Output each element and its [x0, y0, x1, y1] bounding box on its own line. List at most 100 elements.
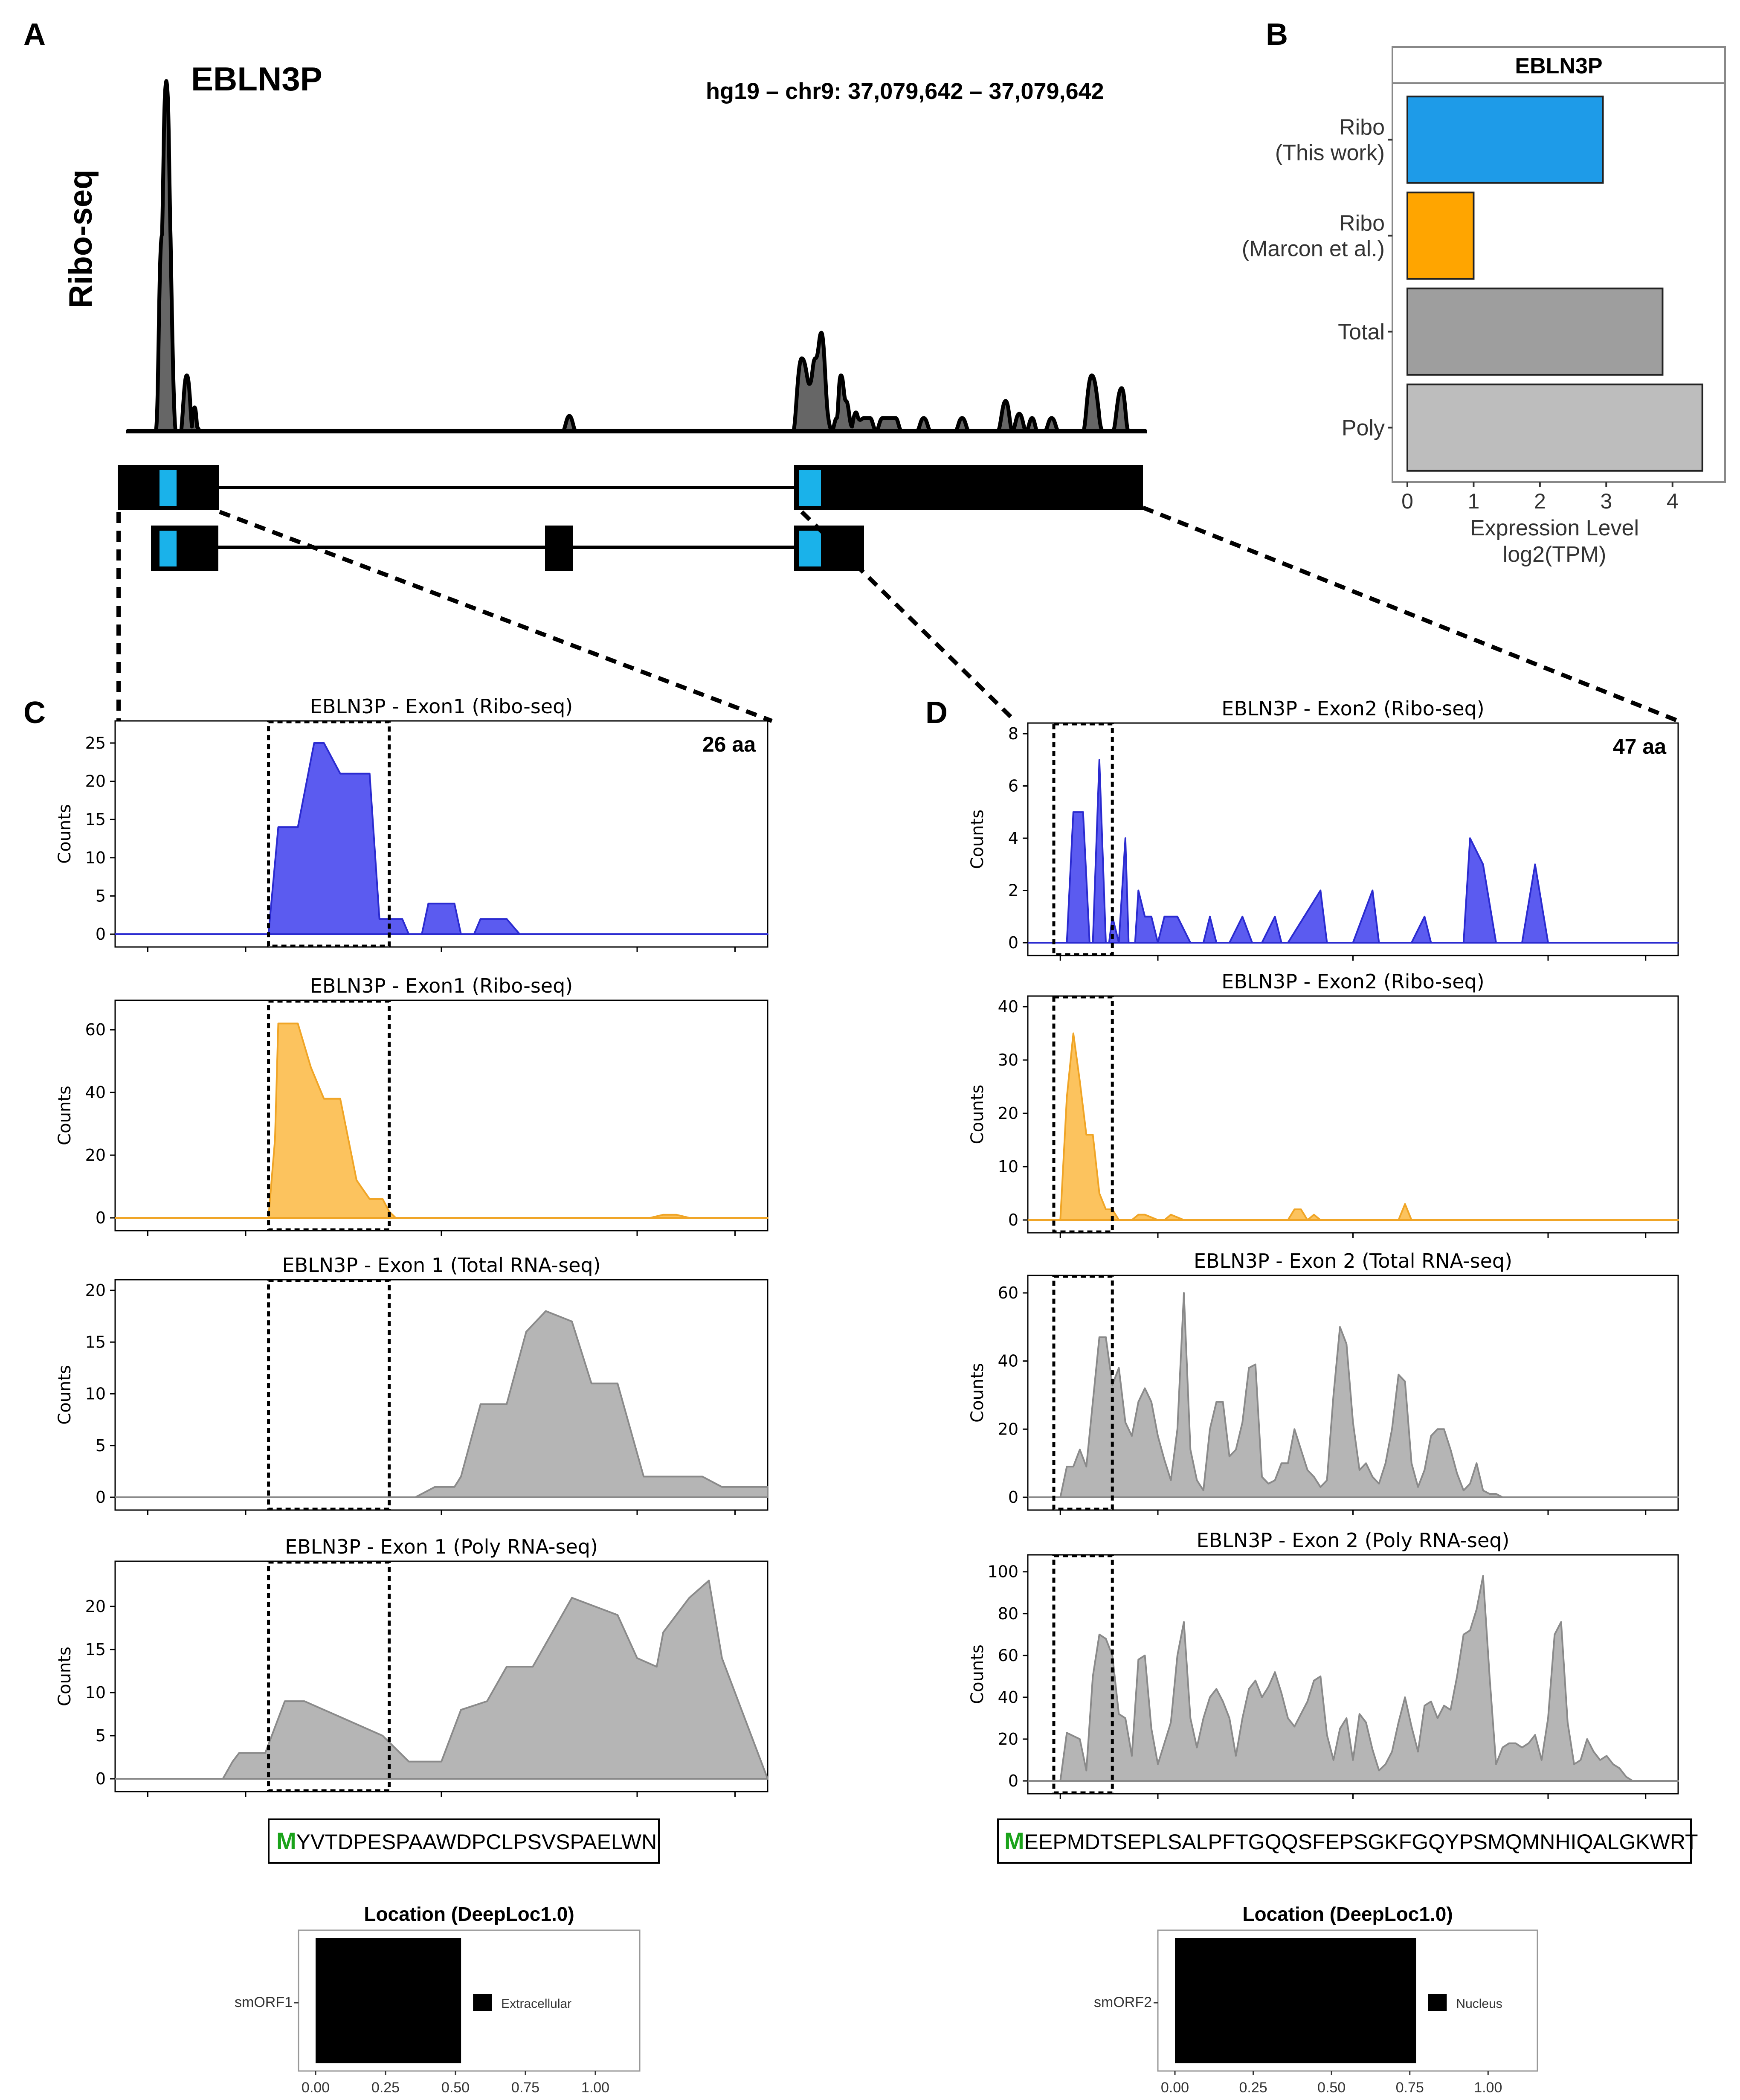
ylabel-d1: Counts: [968, 810, 987, 869]
sequence-box-c-frame: [268, 1818, 660, 1864]
ytick-label-c1: 20: [85, 772, 106, 791]
ytick-label-d1: 2: [1008, 881, 1018, 900]
orf-region-box-c2: [267, 999, 391, 1232]
ytick-label-c4: 15: [85, 1640, 106, 1659]
transcript-2-exon-middle: [545, 526, 573, 571]
ytick-label-d2: 0: [1008, 1211, 1018, 1229]
ytick-label-c2: 60: [85, 1020, 106, 1039]
ytick-label-d2: 30: [998, 1051, 1018, 1069]
ytick-label-d3: 20: [998, 1420, 1018, 1438]
transcript-2-model: [151, 526, 864, 571]
deeploc-location-charts: Location (DeepLoc1.0) smORF1 Extracellular…: [235, 1903, 1538, 2096]
transcript-2-orf-1: [160, 531, 177, 566]
ytick-label-d1: 8: [1008, 724, 1018, 743]
location-title: Location (DeepLoc1.0): [364, 1903, 574, 1925]
zoom-connectors: [116, 505, 1679, 723]
ytick-label-d3: 0: [1008, 1488, 1018, 1507]
orf-region-box-d3: [1052, 1275, 1114, 1511]
location-legend-label: Extracellular: [501, 1997, 571, 2011]
orf-region-box-c4: [267, 1560, 391, 1792]
chart-title-d3: EBLN3P - Exon 2 (Total RNA-seq): [1194, 1249, 1512, 1272]
sequence-c-residues: YVTDPESPAAWDPCLPSVSPAELWN: [296, 1830, 657, 1854]
ytick-label-d3: 60: [998, 1284, 1018, 1302]
panel-a-ylabel: Ribo-seq: [63, 169, 99, 308]
ytick-label-d1: 0: [1008, 933, 1018, 952]
zoom-line-d-left: [800, 510, 1017, 723]
ytick-label-c4: 5: [96, 1726, 106, 1745]
zoom-line-c-right: [219, 510, 773, 723]
location-legend-swatch: [1428, 1994, 1447, 2011]
coverage-area-c2: [114, 1022, 768, 1219]
ytick-label-c3: 20: [85, 1281, 106, 1300]
sequence-d-residues: EEPMDTSEPLSALPFTGQQSFEPSGKFGQYPSMQMNHIQA…: [1024, 1830, 1698, 1854]
area-chart-c4: EBLN3P - Exon 1 (Poly RNA-seq) 0 5 10 15 20 Co…: [55, 1535, 768, 1797]
ytick-label-c4: 20: [85, 1597, 106, 1616]
ytick-label-c1: 5: [96, 886, 106, 905]
panel-b-title: EBLN3P: [1515, 54, 1602, 78]
panel-letter-c: C: [23, 696, 46, 730]
ytick-label-c1: 15: [85, 810, 106, 829]
chart-title-c2: EBLN3P - Exon1 (Ribo-seq): [310, 974, 573, 997]
location-xtick-label: 0.75: [1396, 2080, 1424, 2096]
panel-b-bar-1: [1406, 192, 1475, 280]
panel-letter-d: D: [925, 696, 948, 730]
coverage-area-c4: [114, 1580, 768, 1780]
area-chart-d2: EBLN3P - Exon2 (Ribo-seq) 0 10 20 30 40 Counts: [968, 970, 1679, 1238]
panel-b-xtick-label: 1: [1468, 489, 1480, 513]
location-category-label: smORF2: [1094, 1994, 1152, 2010]
zoom-line-d-right: [1142, 505, 1679, 723]
ytick-label-d2: 20: [998, 1104, 1018, 1123]
coverage-area-d4: [1027, 1575, 1679, 1782]
panel-b-xtick-label: 4: [1667, 489, 1679, 513]
transcript-1-model: [118, 465, 1143, 510]
ytick-label-c2: 0: [96, 1208, 106, 1227]
ylabel-d3: Counts: [968, 1363, 987, 1423]
ytick-label-c3: 5: [96, 1436, 106, 1455]
chart-title-d4: EBLN3P - Exon 2 (Poly RNA-seq): [1197, 1529, 1510, 1552]
panel-b-category-label-1: Ribo: [1339, 211, 1385, 236]
chart-title-c4: EBLN3P - Exon 1 (Poly RNA-seq): [285, 1535, 598, 1558]
transcript-1-orf-2: [799, 470, 821, 506]
chart-frame-c3: [114, 1279, 768, 1511]
orf-length-annotation-c1: 26 aa: [702, 732, 756, 756]
coverage-area-c3: [114, 1310, 768, 1498]
panel-b-category-label-3: Poly: [1342, 416, 1385, 441]
ylabel-c4: Counts: [55, 1647, 75, 1706]
location-xtick-label: 1.00: [581, 2080, 609, 2096]
orf-region-box-d4: [1052, 1554, 1114, 1795]
chart-title-d2: EBLN3P - Exon2 (Ribo-seq): [1221, 970, 1484, 993]
ytick-label-c4: 0: [96, 1769, 106, 1788]
location-xtick-label: 0.50: [441, 2080, 470, 2096]
panel-b-bar-0: [1406, 96, 1604, 184]
ytick-label-c2: 40: [85, 1083, 106, 1102]
orf-region-box-c3: [267, 1279, 391, 1511]
sequence-box-d: MEEPMDTSEPLSALPFTGQQSFEPSGKFGQYPSMQMNHIQ…: [997, 1818, 1698, 1864]
panel-b-category-label-0: (This work): [1275, 141, 1385, 166]
orf-region-box-d2: [1052, 995, 1114, 1234]
ytick-label-c1: 10: [85, 848, 106, 867]
orf-region-box-c1: [267, 720, 391, 948]
area-chart-d3: EBLN3P - Exon 2 (Total RNA-seq) 0 20 40 60 Co…: [968, 1249, 1679, 1515]
ytick-label-d4: 80: [998, 1604, 1018, 1623]
panel-b-xtick-label: 3: [1600, 489, 1612, 513]
ytick-label-d2: 40: [998, 997, 1018, 1016]
ylabel-c2: Counts: [55, 1086, 75, 1145]
location-chart-locd: Location (DeepLoc1.0) smORF2 Nucleus 0.00 0.…: [1094, 1903, 1538, 2096]
ylabel-c3: Counts: [55, 1365, 75, 1425]
ytick-label-c2: 20: [85, 1146, 106, 1165]
area-chart-c1: EBLN3P - Exon1 (Ribo-seq) 0 5 10 15 20 25 Count…: [55, 695, 768, 952]
ytick-label-d1: 4: [1008, 829, 1018, 848]
sequence-box-c: MYVTDPESPAAWDPCLPSVSPAELWN: [268, 1818, 660, 1864]
ytick-label-c3: 15: [85, 1333, 106, 1351]
transcript-2-orf-2: [799, 531, 821, 566]
ylabel-c1: Counts: [55, 804, 75, 864]
panel-b-category-label-1: (Marcon et al.): [1242, 237, 1385, 261]
sequence-box-d-frame: [997, 1818, 1692, 1864]
chart-title-d1: EBLN3P - Exon2 (Ribo-seq): [1221, 697, 1484, 720]
panel-letter-a: A: [23, 17, 46, 52]
panel-b-category-label-0: Ribo: [1339, 115, 1385, 140]
chart-frame-d2: [1027, 995, 1679, 1234]
location-xtick-label: 0.50: [1317, 2080, 1346, 2096]
